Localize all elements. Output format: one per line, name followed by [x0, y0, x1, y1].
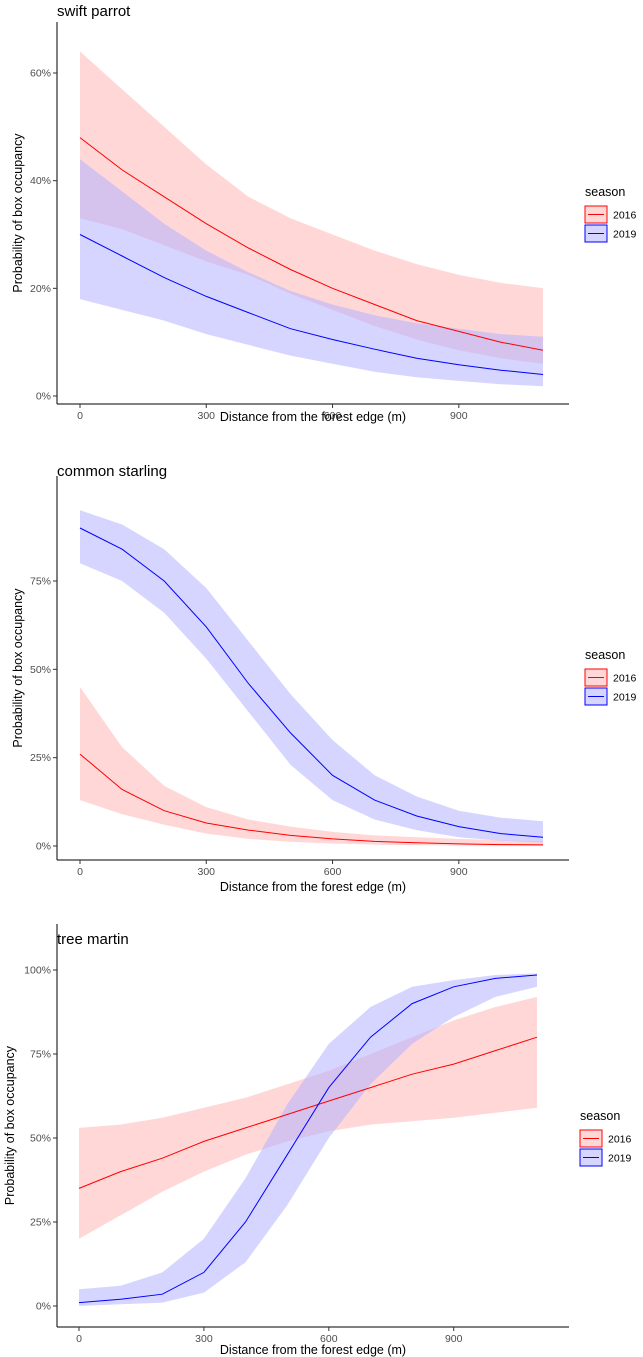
- x-tick-label: 600: [324, 410, 342, 422]
- series-line-2019: [79, 234, 544, 375]
- series-line-2019: [78, 974, 538, 1304]
- legend-key-2016: [579, 1129, 603, 1148]
- y-tick-label: 25%: [30, 1217, 51, 1229]
- confidence-band-2019: [80, 510, 543, 843]
- confidence-band-2016: [80, 51, 543, 364]
- x-tick-label: 900: [450, 866, 468, 878]
- x-tick-label: 600: [324, 866, 342, 878]
- confidence-band-2019: [80, 159, 543, 387]
- legend-title: season: [580, 1109, 620, 1123]
- confidence-band-2016: [80, 687, 543, 846]
- legend: season 2016 2019: [584, 648, 637, 706]
- legend-label: 2016: [613, 210, 637, 222]
- series-line-2019: [79, 527, 544, 838]
- x-axis-title: Distance from the forest edge (m): [220, 880, 406, 894]
- chart-panel-3: tree martin 0% 25% 50% 75% 100% 0 300 600 900 Dist…: [3, 924, 632, 1357]
- legend-key-2019: [584, 224, 608, 243]
- legend-label: 2019: [613, 229, 637, 241]
- x-axis-title: Distance from the forest edge (m): [220, 1343, 406, 1357]
- series-line-2016: [79, 137, 544, 351]
- y-tick-label: 20%: [30, 283, 51, 295]
- chart-panel-2: common starling 0% 25% 50% 75% 0 300 600 900 Dist…: [11, 463, 637, 894]
- legend-label: 2016: [613, 673, 637, 685]
- x-tick-label: 300: [198, 410, 216, 422]
- legend-label: 2016: [608, 1134, 632, 1146]
- y-tick-label: 0%: [36, 841, 51, 853]
- y-tick-label: 0%: [36, 1301, 51, 1313]
- y-tick-label: 75%: [30, 576, 51, 588]
- panel-title: common starling: [57, 463, 167, 480]
- y-axis-title: Probability of box occupancy: [11, 588, 25, 748]
- x-tick-label: 0: [76, 1333, 82, 1345]
- y-axis-title: Probability of box occupancy: [11, 133, 25, 293]
- legend-label: 2019: [613, 692, 637, 704]
- legend-key-2019: [579, 1148, 603, 1167]
- series-line-2016: [79, 753, 544, 846]
- legend-title: season: [585, 648, 625, 662]
- y-tick-label: 50%: [30, 664, 51, 676]
- y-tick-label: 40%: [30, 175, 51, 187]
- x-tick-label: 600: [320, 1333, 338, 1345]
- x-tick-label: 900: [450, 410, 468, 422]
- x-tick-label: 300: [195, 1333, 213, 1345]
- x-tick-label: 300: [198, 866, 216, 878]
- chart-panel-1: swift parrot 0% 20% 40% 60% 0 300 600 900 Distanc…: [11, 3, 637, 424]
- y-tick-label: 75%: [30, 1049, 51, 1061]
- y-tick-label: 100%: [24, 965, 51, 977]
- x-tick-label: 0: [77, 410, 83, 422]
- legend-key-2019: [584, 687, 608, 706]
- series-line-2016: [78, 1036, 538, 1189]
- y-tick-label: 0%: [36, 391, 51, 403]
- y-tick-label: 60%: [30, 68, 51, 80]
- legend-title: season: [585, 185, 625, 199]
- legend: season 2016 2019: [584, 185, 637, 243]
- panel-title: tree martin: [57, 931, 129, 948]
- y-axis-title: Probability of box occupancy: [3, 1045, 17, 1205]
- confidence-band-2019: [79, 973, 537, 1306]
- legend-key-2016: [584, 668, 608, 687]
- legend-label: 2019: [608, 1153, 632, 1165]
- y-tick-label: 25%: [30, 752, 51, 764]
- x-tick-label: 0: [77, 866, 83, 878]
- y-tick-label: 50%: [30, 1133, 51, 1145]
- x-tick-label: 900: [445, 1333, 463, 1345]
- legend: season 2016 2019: [579, 1109, 632, 1167]
- legend-key-2016: [584, 205, 608, 224]
- panel-title: swift parrot: [57, 3, 131, 20]
- x-axis-title: Distance from the forest edge (m): [220, 410, 406, 424]
